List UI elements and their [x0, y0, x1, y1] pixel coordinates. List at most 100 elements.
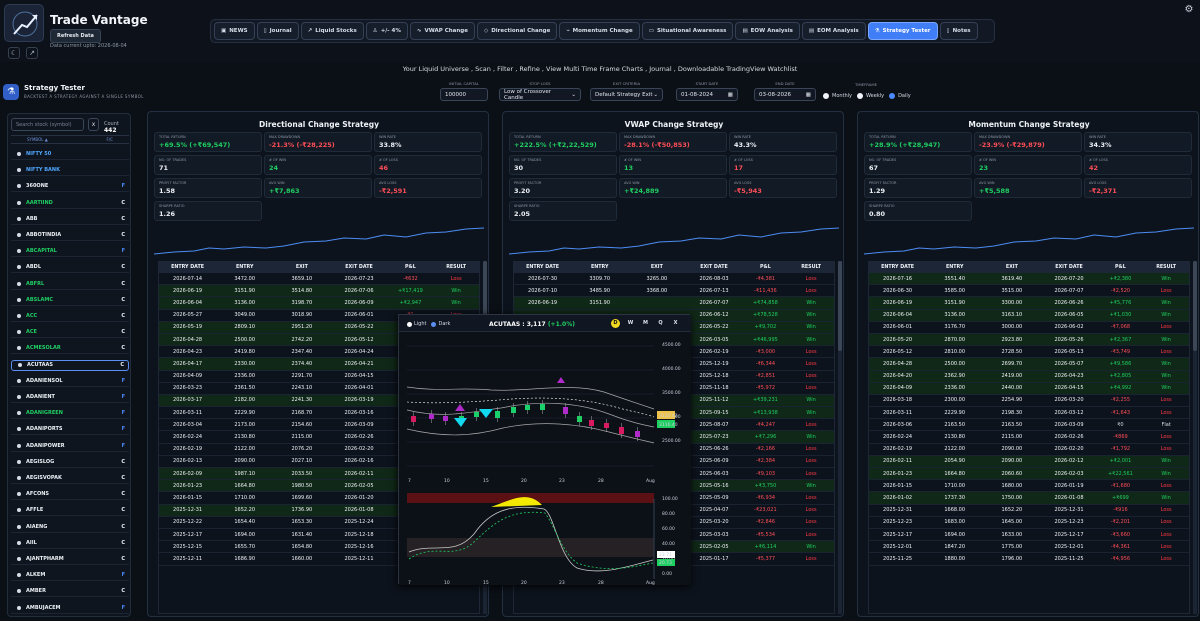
column-header[interactable]: EXIT	[295, 265, 308, 270]
symbol-row[interactable]: ADANIGREEN F	[11, 408, 129, 420]
symbol-row[interactable]: AMBER C	[11, 586, 129, 598]
table-row[interactable]: 2026-07-16 3551.40 3619.40 2026-07-20 +₹2,38…	[869, 273, 1189, 286]
chart-theme-toggle[interactable]: Light Dark	[407, 321, 450, 327]
symbol-row[interactable]: ABCAPITAL F	[11, 246, 129, 258]
column-header[interactable]: RESULT	[446, 265, 467, 270]
nav-eom-analysis[interactable]: ▤ EOM Analysis	[801, 22, 866, 40]
table-row[interactable]: 2026-07-10 3485.90 3368.00 2026-07-13 -₹11,4…	[514, 285, 834, 298]
column-header[interactable]: EXIT	[1005, 265, 1018, 270]
table-row[interactable]: 2025-12-17 1694.00 1633.00 2025-12-17 -₹3,66…	[869, 529, 1189, 542]
symbol-row[interactable]: AJANTPHARM C	[11, 554, 129, 565]
table-row[interactable]: 2026-06-19 3151.90 3514.80 2026-07-06 +₹17,4…	[159, 285, 479, 298]
column-header[interactable]: EXIT DATE	[700, 265, 728, 270]
column-header[interactable]: RESULT	[1156, 265, 1177, 270]
table-row[interactable]: 2025-12-31 1668.00 1652.20 2025-12-31 -₹916 L…	[869, 505, 1189, 517]
table-row[interactable]: 2026-02-19 2122.00 2090.00 2026-02-20 -₹1,79…	[869, 444, 1189, 456]
table-scrollbar[interactable]	[1193, 261, 1197, 614]
nav-eow-analysis[interactable]: ▤ EOW Analysis	[735, 22, 800, 40]
table-row[interactable]: 2026-06-01 3176.70 3000.00 2026-06-02 -₹7,06…	[869, 322, 1189, 334]
symbol-row[interactable]: AARTIIND C	[11, 198, 129, 209]
table-row[interactable]: 2026-05-20 2870.00 2923.80 2026-05-26 +₹2,36…	[869, 333, 1189, 347]
nav-directional-change[interactable]: ◇ Directional Change	[476, 22, 558, 40]
symbol-row[interactable]: ABFRL C	[11, 279, 129, 290]
column-header[interactable]: P&L	[405, 265, 416, 270]
symbol-row[interactable]: ABSLAMC C	[11, 295, 129, 306]
column-header[interactable]: EXIT DATE	[345, 265, 373, 270]
symbol-row[interactable]: AFFLE C	[11, 505, 129, 517]
symbol-row[interactable]: ADANIENSOL F	[11, 376, 129, 387]
table-row[interactable]: 2025-12-23 1683.00 1645.00 2025-12-23 -₹2,20…	[869, 517, 1189, 529]
table-row[interactable]: 2026-01-15 1710.00 1680.00 2026-01-19 -₹1,68…	[869, 480, 1189, 493]
nav--4-[interactable]: ♙ +/- 4%	[365, 22, 408, 40]
symbol-row[interactable]: ABDL C	[11, 262, 129, 274]
column-header[interactable]: EXIT DATE	[1055, 265, 1083, 270]
end-date-input[interactable]: 03-08-2026 ▦	[754, 88, 816, 101]
symbol-row[interactable]: ADANIPOWER F	[11, 441, 129, 452]
column-header[interactable]: ENTRY	[235, 265, 254, 270]
symbol-row[interactable]: AIIL C	[11, 538, 129, 549]
nav-journal[interactable]: ▯ Journal	[256, 22, 299, 40]
nav-momentum-change[interactable]: ⌁ Momentum Change	[559, 22, 640, 40]
symbol-row[interactable]: AIAENG C	[11, 522, 129, 533]
column-header[interactable]: ENTRY	[945, 265, 964, 270]
symbol-row[interactable]: 360ONE F	[11, 181, 129, 193]
column-header[interactable]: ENTRY DATE	[881, 265, 915, 270]
nav-vwap-change[interactable]: ∿ VWAP Change	[409, 22, 475, 40]
theme-toggle-icon[interactable]: ☾	[8, 47, 20, 59]
symbol-row[interactable]: ADANIPORTS F	[11, 424, 129, 436]
symbol-column-header[interactable]: SYMBOL ▲ F/C	[11, 135, 129, 144]
table-row[interactable]: 2026-05-12 2810.00 2728.50 2026-05-13 -₹3,74…	[869, 346, 1189, 359]
column-header[interactable]: ENTRY	[590, 265, 609, 270]
column-header[interactable]: P&L	[1115, 265, 1126, 270]
stop-loss-select[interactable]: Low of Crossover Candle ⌄	[499, 88, 581, 101]
table-row[interactable]: 2026-01-02 1737.30 1750.00 2026-01-08 +₹699 W…	[869, 492, 1189, 505]
nav-liquid-stocks[interactable]: ↗ Liquid Stocks	[300, 22, 364, 40]
symbol-row[interactable]: NIFTY 50	[11, 149, 129, 160]
symbol-row[interactable]: ACE C	[11, 327, 129, 339]
table-row[interactable]: 2026-04-09 2336.00 2440.00 2026-04-15 +₹4,99…	[869, 382, 1189, 395]
table-row[interactable]: 2026-06-04 3136.00 3163.10 2026-06-05 +₹1,03…	[869, 309, 1189, 322]
nav-situational-awareness[interactable]: ▭ Situational Awareness	[641, 22, 734, 40]
table-row[interactable]: 2025-11-25 1880.00 1796.00 2025-11-25 -₹4,95…	[869, 553, 1189, 566]
table-row[interactable]: 2026-06-19 3151.90 2026-07-07 +₹74,858 Win	[514, 297, 834, 310]
table-row[interactable]: 2026-06-19 3151.90 3300.00 2026-06-26 +₹5,77…	[869, 297, 1189, 310]
symbol-row[interactable]: AFCONS C	[11, 489, 129, 501]
timeframe-q-button[interactable]: Q	[658, 320, 663, 326]
timeframe-daily[interactable]: Daily	[889, 93, 911, 99]
start-date-input[interactable]: 01-08-2024 ▦	[676, 88, 738, 101]
symbol-row[interactable]: ACUTAAS C	[11, 359, 129, 371]
symbol-row[interactable]: ALKEM F	[11, 570, 129, 582]
table-row[interactable]: 2026-03-06 2163.50 2163.50 2026-03-09 ₹0 Flat	[869, 419, 1189, 432]
table-row[interactable]: 2026-01-23 1664.80 2060.60 2026-02-03 +₹22,5…	[869, 468, 1189, 481]
column-header[interactable]: ENTRY DATE	[526, 265, 560, 270]
table-row[interactable]: 2026-03-18 2300.00 2254.90 2026-03-20 -₹2,25…	[869, 395, 1189, 408]
settings-gear-icon[interactable]: ⚙	[1184, 4, 1194, 15]
nav-strategy-tester[interactable]: ⚗ Strategy Tester	[867, 22, 938, 40]
symbol-row[interactable]: ABB C	[11, 214, 129, 225]
column-header[interactable]: P&L	[760, 265, 771, 270]
nav-notes[interactable]: ▯ Notes	[939, 22, 978, 40]
table-row[interactable]: 2026-07-14 3472.00 3659.10 2026-07-23 -₹632 L…	[159, 273, 479, 286]
symbol-row[interactable]: ACC C	[11, 311, 129, 322]
initial-capital-input[interactable]: 100000	[440, 88, 488, 101]
symbol-row[interactable]: ABBOTINDIA C	[11, 230, 129, 241]
refresh-data-button[interactable]: Refresh Data	[50, 29, 101, 43]
symbol-row[interactable]: AEGISLOG C	[11, 457, 129, 468]
symbol-row[interactable]: ACMESOLAR C	[11, 343, 129, 355]
table-row[interactable]: 2026-06-04 3136.00 3198.70 2026-06-09 +₹2,94…	[159, 297, 479, 310]
symbol-row[interactable]: ADANIENT F	[11, 392, 129, 403]
table-row[interactable]: 2026-02-24 2130.80 2115.00 2026-02-26 -₹869 L…	[869, 431, 1189, 444]
table-row[interactable]: 2026-07-30 3309.70 3265.00 2026-08-03 -₹4,38…	[514, 273, 834, 286]
timeframe-m-button[interactable]: M	[643, 320, 648, 326]
nav-news[interactable]: ▣ NEWS	[214, 22, 255, 40]
table-row[interactable]: 2026-04-28 2500.00 2699.70 2026-05-07 +₹9,58…	[869, 358, 1189, 371]
column-header[interactable]: ENTRY DATE	[171, 265, 205, 270]
table-row[interactable]: 2026-04-20 2362.90 2419.00 2026-04-23 +₹2,80…	[869, 370, 1189, 383]
timeframe-monthly[interactable]: Monthly	[823, 93, 852, 99]
table-row[interactable]: 2026-02-11 2054.90 2090.00 2026-02-12 +₹2,00…	[869, 455, 1189, 468]
symbol-search-input[interactable]: Search stock (symbol)	[11, 118, 84, 131]
exit-criteria-select[interactable]: Default Strategy Exit ⌄	[590, 88, 663, 101]
clear-search-button[interactable]: x	[88, 118, 99, 131]
timeframe-d-button[interactable]: D	[611, 319, 620, 328]
symbol-row[interactable]: AEGISVOPAK C	[11, 473, 129, 484]
